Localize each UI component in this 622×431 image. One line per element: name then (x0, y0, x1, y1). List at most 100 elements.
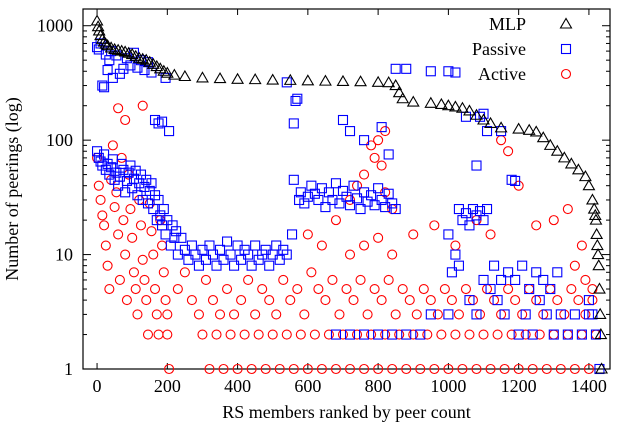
data-point-active (107, 140, 118, 151)
legend-marker-active (560, 68, 572, 80)
data-point-active (221, 283, 233, 295)
data-point-active (337, 329, 349, 340)
y-axis-ticks: 1 10 100 1000 (37, 16, 610, 379)
data-point-mlp (318, 74, 332, 86)
data-point-passive (499, 309, 510, 320)
data-point-mlp (213, 72, 227, 84)
data-point-active (383, 274, 394, 286)
data-point-mlp (512, 122, 526, 134)
data-point-passive (176, 232, 187, 243)
x-tick-label: 1000 (430, 376, 466, 396)
data-point-passive (253, 254, 264, 265)
data-point-active (211, 329, 222, 340)
data-point-active (139, 274, 150, 286)
data-point-active (271, 309, 282, 320)
data-point-active (506, 329, 517, 340)
data-point-passive (552, 267, 563, 278)
data-point-passive (288, 118, 299, 129)
data-point-active (207, 295, 219, 306)
data-point-active (316, 363, 327, 375)
data-point-active (411, 309, 422, 320)
data-point-passive (443, 309, 454, 320)
data-point-active (130, 283, 141, 295)
data-point-passive (214, 244, 226, 255)
data-point-passive (496, 274, 507, 286)
data-point-active (513, 363, 524, 375)
data-point-active (160, 295, 171, 306)
data-point-active (359, 363, 370, 375)
data-point-active (344, 363, 356, 375)
data-point-active (102, 260, 113, 271)
data-point-mlp (336, 74, 350, 86)
data-point-mlp (143, 55, 157, 67)
data-point-passive (450, 67, 461, 78)
data-point-passive (478, 215, 489, 226)
data-point-active (499, 363, 510, 375)
data-point-active (97, 210, 108, 221)
data-point-active (257, 283, 268, 295)
data-point-passive (320, 202, 331, 213)
data-point-mlp (571, 163, 585, 175)
data-point-active (313, 283, 324, 295)
data-point-passive (211, 260, 222, 271)
data-point-active (278, 274, 289, 286)
data-point-active (200, 274, 212, 286)
data-point-mlp (592, 259, 606, 271)
data-point-passive (562, 329, 573, 340)
data-point-active (450, 329, 461, 340)
series-passive (92, 38, 605, 375)
data-point-active (309, 329, 320, 340)
data-point-active (485, 363, 496, 375)
data-point-active (366, 329, 377, 340)
data-point-mlp (90, 14, 104, 26)
data-point-active (288, 363, 299, 375)
data-point-passive (146, 178, 157, 189)
data-point-active (576, 240, 587, 251)
data-point-passive (221, 236, 233, 247)
data-point-passive (99, 82, 110, 93)
data-point-active (120, 114, 131, 126)
data-point-passive (464, 295, 475, 306)
data-point-mlp (266, 73, 280, 85)
data-point-passive (583, 295, 594, 306)
data-point-passive (327, 194, 338, 206)
data-point-mlp (157, 64, 171, 76)
data-point-active (125, 203, 136, 215)
data-point-active (334, 309, 345, 320)
data-point-passive (164, 126, 175, 137)
data-point-passive (158, 203, 169, 215)
data-point-passive (200, 254, 212, 265)
data-point-mlp (104, 41, 118, 53)
data-point-mlp (115, 44, 129, 56)
data-point-passive (135, 169, 147, 180)
data-point-mlp (585, 193, 599, 205)
data-point-passive (281, 249, 292, 260)
data-point-passive (520, 309, 531, 320)
data-point-active (460, 283, 472, 295)
data-point-mlp (101, 39, 115, 51)
data-point-active (376, 160, 387, 171)
data-point-active (520, 329, 531, 340)
data-point-active (186, 295, 197, 306)
data-point-passive (313, 194, 324, 206)
data-point-passive (286, 229, 298, 240)
data-point-active (359, 169, 370, 180)
data-point-passive (545, 283, 556, 295)
plot-area (82, 8, 611, 370)
data-point-passive (534, 295, 545, 306)
x-axis-label: RS members ranked by peer count (222, 402, 470, 422)
data-point-passive (193, 260, 204, 271)
data-point-passive (125, 60, 136, 71)
data-point-active (267, 329, 278, 340)
data-point-active (264, 295, 275, 306)
data-point-active (503, 146, 514, 157)
x-tick-label: 200 (154, 376, 181, 396)
data-point-active (425, 295, 436, 306)
data-point-active (239, 329, 250, 340)
data-point-passive (165, 240, 176, 251)
legend-marker-passive (560, 43, 572, 55)
x-tick-label: 400 (224, 376, 251, 396)
y-tick-label: 1000 (37, 16, 73, 36)
data-point-active (369, 283, 380, 295)
data-point-active (422, 329, 433, 340)
